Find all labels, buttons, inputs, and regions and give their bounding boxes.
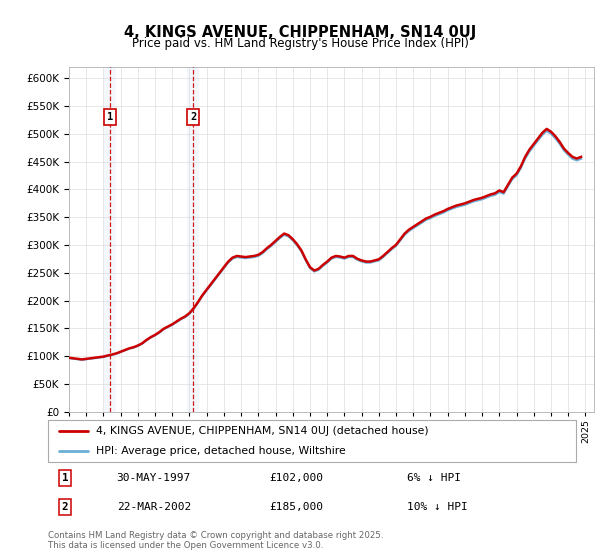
Text: 6% ↓ HPI: 6% ↓ HPI (407, 473, 461, 483)
Bar (187, 67, 199, 412)
Text: £102,000: £102,000 (270, 473, 324, 483)
Text: 2: 2 (62, 502, 68, 512)
Text: 4, KINGS AVENUE, CHIPPENHAM, SN14 0UJ: 4, KINGS AVENUE, CHIPPENHAM, SN14 0UJ (124, 25, 476, 40)
Text: 30-MAY-1997: 30-MAY-1997 (116, 473, 191, 483)
Text: HPI: Average price, detached house, Wiltshire: HPI: Average price, detached house, Wilt… (95, 446, 345, 456)
Text: 2: 2 (190, 112, 196, 122)
Text: 10% ↓ HPI: 10% ↓ HPI (407, 502, 468, 512)
Text: Price paid vs. HM Land Registry's House Price Index (HPI): Price paid vs. HM Land Registry's House … (131, 37, 469, 50)
Text: 1: 1 (62, 473, 68, 483)
Text: 4, KINGS AVENUE, CHIPPENHAM, SN14 0UJ (detached house): 4, KINGS AVENUE, CHIPPENHAM, SN14 0UJ (d… (95, 426, 428, 436)
Text: 1: 1 (107, 112, 113, 122)
Text: 22-MAR-2002: 22-MAR-2002 (116, 502, 191, 512)
Bar (104, 67, 116, 412)
Text: £185,000: £185,000 (270, 502, 324, 512)
Text: Contains HM Land Registry data © Crown copyright and database right 2025.
This d: Contains HM Land Registry data © Crown c… (48, 531, 383, 550)
